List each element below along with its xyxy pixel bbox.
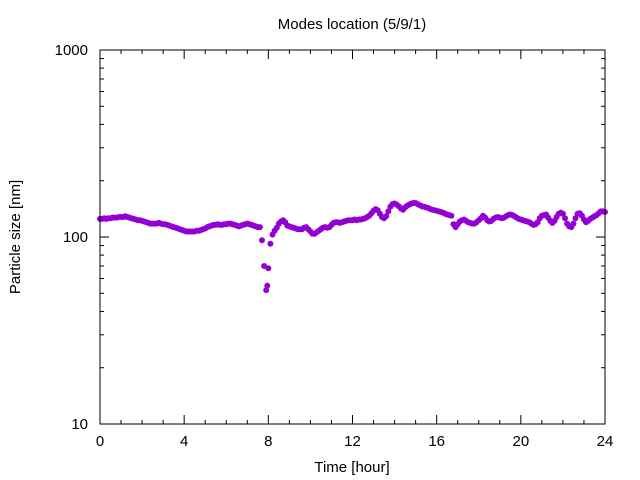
- x-tick-label: 4: [180, 433, 188, 450]
- data-point: [267, 240, 274, 247]
- y-axis-label: Particle size [nm]: [7, 180, 24, 294]
- data-point: [570, 220, 577, 227]
- x-tick-label: 24: [597, 433, 614, 450]
- data-point: [265, 265, 272, 272]
- data-point: [385, 208, 392, 215]
- chart-title: Modes location (5/9/1): [278, 16, 426, 33]
- data-point: [263, 287, 270, 294]
- plot-frame: [99, 49, 606, 425]
- y-tick-label: 1000: [55, 42, 88, 59]
- x-tick-label: 8: [264, 433, 272, 450]
- x-axis-label: Time [hour]: [314, 459, 389, 476]
- data-point: [256, 224, 263, 231]
- axis-ticks: 0 4 8 12 16 20 24 10 100 1000: [55, 42, 614, 450]
- data-point: [562, 215, 568, 222]
- x-tick-label: 12: [344, 433, 361, 450]
- data-point: [259, 237, 265, 244]
- x-tick-label: 16: [428, 433, 445, 450]
- data-points: [97, 200, 608, 294]
- x-tick-label: 0: [96, 433, 104, 450]
- data-point: [264, 282, 271, 289]
- y-tick-label: 10: [71, 416, 88, 433]
- data-point: [448, 212, 455, 219]
- y-tick-label: 100: [63, 229, 88, 246]
- x-tick-label: 20: [512, 433, 529, 450]
- data-point: [383, 213, 390, 220]
